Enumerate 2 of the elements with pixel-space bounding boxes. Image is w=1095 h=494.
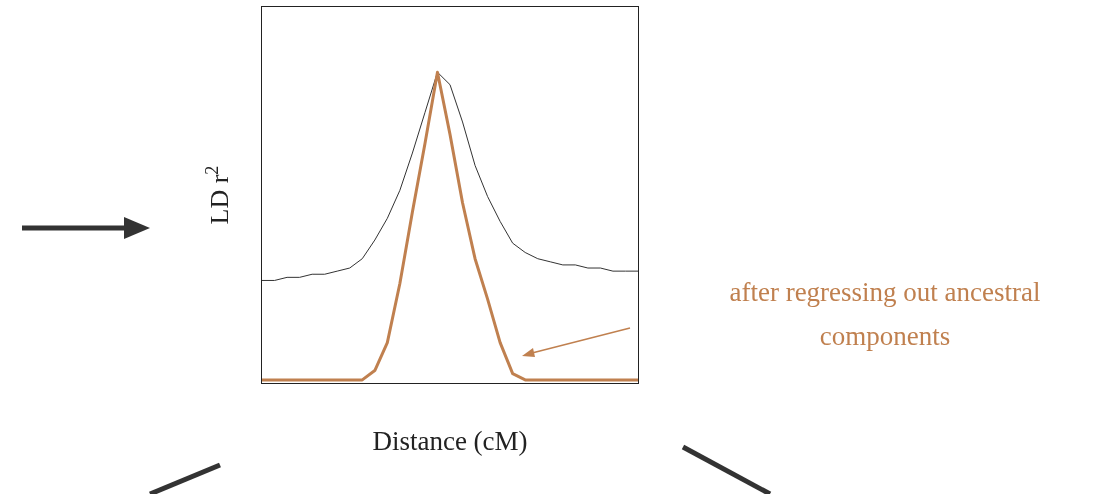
text: after regressing out ancestral components (728, 276, 1042, 353)
x-axis-title: Distance (cM) (372, 426, 528, 456)
